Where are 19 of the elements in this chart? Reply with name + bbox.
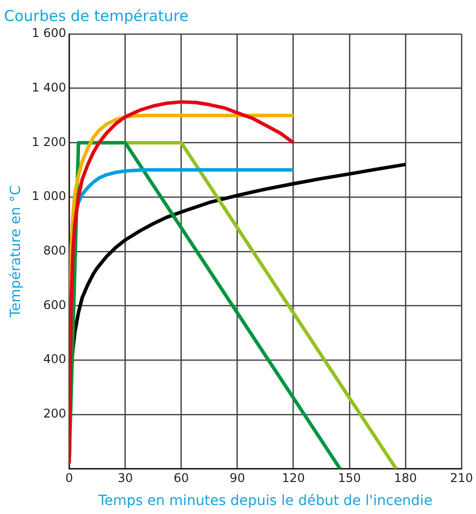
- x-tick-label: 30: [118, 471, 133, 486]
- y-tick-label: 400: [43, 352, 66, 366]
- x-tick-label: 90: [230, 471, 245, 486]
- y-tick-label: 600: [43, 298, 66, 312]
- y-tick-label: 1 200: [32, 134, 66, 149]
- y-tick-label: 1 400: [32, 80, 66, 94]
- x-tick-label: 150: [338, 471, 361, 486]
- chart-title: Courbes de température: [4, 6, 188, 25]
- x-tick-label: 180: [394, 471, 417, 486]
- x-tick-label: 120: [282, 471, 305, 486]
- x-tick-label: 210: [450, 471, 473, 486]
- y-tick-label: 1 000: [32, 189, 66, 204]
- y-axis-title: Température en °C: [8, 185, 24, 318]
- y-tick-label: 1 600: [32, 26, 66, 40]
- x-tick-label: 0: [65, 471, 73, 486]
- x-axis-title: Temps en minutes depuis le début de l'incendie: [97, 493, 432, 510]
- y-tick-label: 800: [43, 244, 66, 258]
- y-tick-label: 200: [43, 406, 66, 421]
- x-tick-label: 60: [174, 471, 189, 486]
